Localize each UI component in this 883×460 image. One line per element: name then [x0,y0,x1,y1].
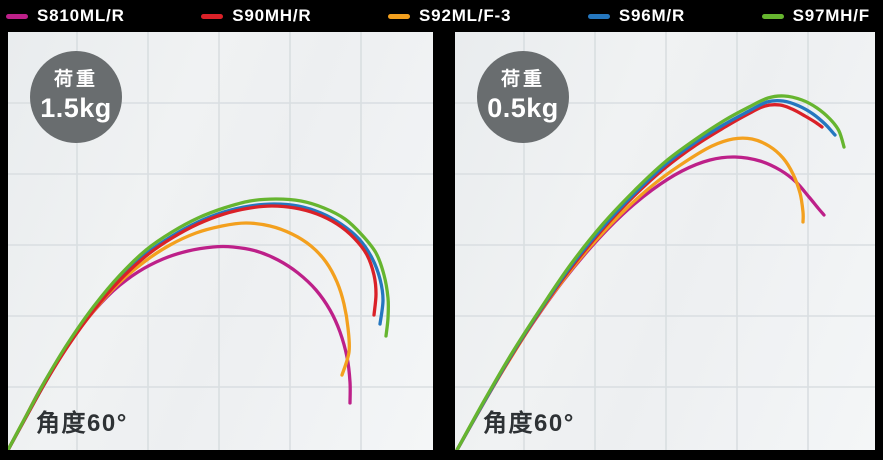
legend-item-s96mr: S96M/R [587,6,686,26]
legend-swatch-icon [761,13,784,19]
legend-label: S90MH/R [232,6,312,25]
legend-label: S97MH/F [792,6,870,25]
legend-item-s97mhf: S97MH/F [761,6,870,26]
legend-swatch-icon [201,13,224,19]
load-badge: 荷重 0.5kg [477,51,569,143]
legend-item-s92mlf3: S92ML/F-3 [388,6,511,26]
legend-label: S92ML/F-3 [419,6,512,25]
load-badge-value: 1.5kg [40,93,112,124]
load-badge: 荷重 1.5kg [30,51,122,143]
bend-curve-s90mh-r [455,103,824,450]
legend-item-s810mlr: S810ML/R [6,6,125,26]
load-badge-title: 荷重 [500,69,545,91]
bend-curve-s90mh-r [8,204,378,450]
legend-swatch-icon [388,13,411,19]
load-badge-value: 0.5kg [487,93,559,124]
legend-item-s90mhr: S90MH/R [201,6,311,26]
chart-panel-load-1-5kg: 荷重 1.5kg 角度60° [8,32,433,450]
bend-curve-chart-0-5kg [455,32,875,450]
angle-annotation: 角度60° [483,410,575,437]
legend: S810ML/R S90MH/R S92ML/F-3 S96M/R S97MH/… [0,0,883,32]
legend-swatch-icon [587,13,610,19]
legend-label: S810ML/R [37,6,125,25]
angle-annotation: 角度60° [36,410,128,437]
chart-panel-load-0-5kg: 荷重 0.5kg 角度60° [455,32,875,450]
load-badge-title: 荷重 [53,69,98,91]
bend-curve-s97mh-f [8,197,391,450]
legend-label: S96M/R [618,6,686,25]
legend-swatch-icon [6,13,28,19]
bend-curve-s97mh-f [455,94,846,450]
